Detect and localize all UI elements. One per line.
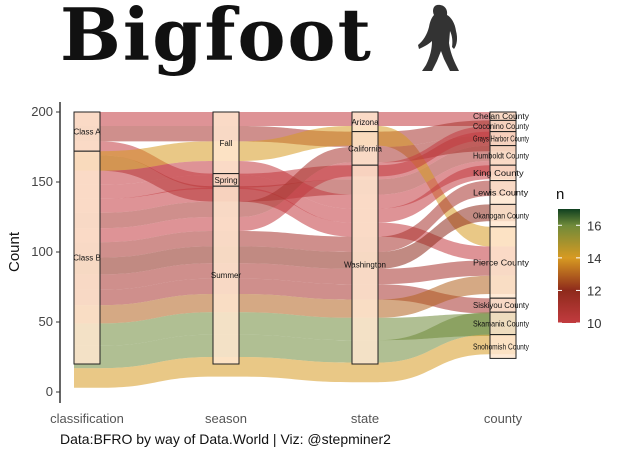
legend-tick-label: 10 xyxy=(587,316,601,331)
stratum-label-coconino-county: Coconino County xyxy=(473,122,529,131)
stratum-label-class-a: Class A xyxy=(73,128,101,137)
alluvial-flow-class-b-summer-washington-okanogan-county xyxy=(74,204,516,275)
stratum-label-pierce-county: Pierce County xyxy=(473,259,529,268)
stratum-label-summer: Summer xyxy=(211,271,242,280)
stratum-washington xyxy=(351,164,379,365)
stratum-pierce-county xyxy=(489,226,517,299)
stratum-label-king-county: King County xyxy=(473,169,524,178)
stratum-label-california: California xyxy=(348,144,382,153)
x-axis-label-county: county xyxy=(484,411,523,426)
y-tick-label: 0 xyxy=(46,384,53,399)
alluvial-flow-class-b-fall-arizona-pierce-county xyxy=(74,126,516,247)
stratum-label-siskiyou-county: Siskiyou County xyxy=(473,301,529,310)
alluvial-flow-class-b-summer-washington-skamania-county xyxy=(74,312,516,369)
stratum-label-lewis-county: Lewis County xyxy=(473,189,528,198)
stratum-summer xyxy=(212,185,240,365)
alluvial-flow-class-b-summer-washington-pierce-county xyxy=(74,275,516,324)
stratum-label-okanogan-county: Okanogan County xyxy=(473,212,529,221)
stratum-label-arizona: Arizona xyxy=(351,118,379,127)
stratum-label-spring: Spring xyxy=(214,176,237,185)
x-axis-label-season: season xyxy=(205,411,247,426)
alluvial-flow-class-b-summer-california-chelan-county xyxy=(74,126,516,243)
legend-tick-label: 14 xyxy=(587,251,601,266)
x-axis-label-state: state xyxy=(351,411,379,426)
legend-tick-label: 16 xyxy=(587,218,601,233)
bigfoot-silhouette-icon xyxy=(418,4,459,71)
alluvial-flow-class-a-fall-arizona-chelan-county xyxy=(74,112,516,126)
y-tick-label: 200 xyxy=(31,104,53,119)
alluvial-flow-class-b-spring-washington-pierce-county xyxy=(74,187,516,261)
stratum-label-washington: Washington xyxy=(344,261,386,270)
alluvial-flow-class-b-summer-washington-pierce-county xyxy=(74,260,516,290)
y-tick-label: 50 xyxy=(39,314,53,329)
y-axis-label: Count xyxy=(6,231,23,272)
x-axis-label-classification: classification xyxy=(50,411,124,426)
stratum-label-class-b: Class B xyxy=(73,254,101,263)
y-tick-label: 150 xyxy=(31,174,53,189)
legend-title: n xyxy=(556,186,564,203)
stratum-label-grays-harbor-county: Grays Harbor County xyxy=(473,135,529,144)
stratum-label-humboldt-county: Humboldt County xyxy=(473,151,529,160)
stratum-class-b xyxy=(73,150,101,365)
stratum-label-chelan-county: Chelan County xyxy=(473,112,529,121)
alluvial-flow-class-b-summer-washington-lewis-county xyxy=(74,180,516,258)
stratum-label-skamania-county: Skamania County xyxy=(473,319,529,328)
alluvial-flow-class-b-summer-washington-snohomish-county xyxy=(74,334,516,388)
y-tick-label: 100 xyxy=(31,244,53,259)
legend-colorbar xyxy=(558,209,580,323)
stratum-fall xyxy=(212,111,240,175)
alluvial-flow-class-b-summer-washington-siskiyou-county xyxy=(74,278,516,314)
legend-tick-label: 12 xyxy=(587,283,601,298)
stratum-label-snohomish-county: Snohomish County xyxy=(473,343,529,352)
stratum-label-fall: Fall xyxy=(220,139,233,148)
chart-caption: Data:BFRO by way of Data.World | Viz: @s… xyxy=(60,431,391,447)
stratum-snohomish-county xyxy=(489,334,517,359)
chart-title: Bigfoot xyxy=(60,0,373,77)
